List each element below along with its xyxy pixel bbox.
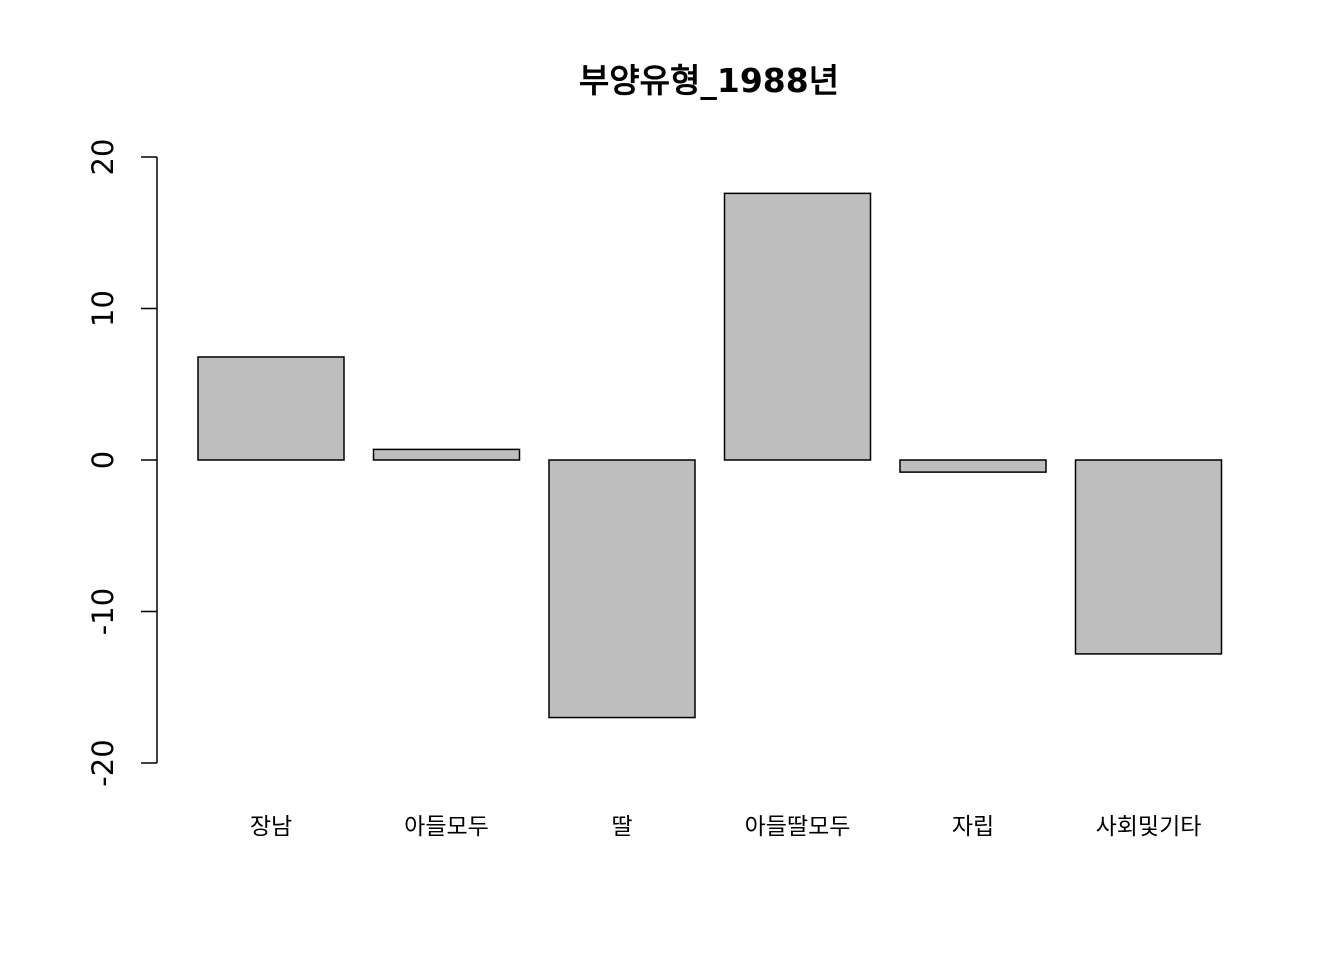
- bar-2: [548, 459, 696, 719]
- bar-5: [1074, 459, 1223, 655]
- bar-1: [372, 448, 521, 461]
- x-tick-label: 사회및기타: [1096, 814, 1202, 840]
- y-tick-label: 20: [86, 139, 120, 176]
- chart-title: 부양유형_1988년: [579, 61, 839, 100]
- y-tick-label: 0: [86, 451, 120, 469]
- bar-0: [197, 356, 345, 461]
- x-tick-label: 딸: [611, 814, 632, 840]
- x-tick-label: 자립: [952, 814, 994, 840]
- y-tick-label: 10: [86, 290, 120, 327]
- y-axis: -20 -10 0 10 20: [86, 139, 158, 787]
- x-tick-label: 장남: [250, 814, 292, 840]
- x-tick-label: 아들모두: [404, 814, 489, 840]
- bars-group: [197, 192, 1223, 719]
- x-tick-label: 아들딸모두: [745, 814, 851, 840]
- bar-3: [723, 192, 872, 461]
- bar-4: [899, 459, 1047, 473]
- y-tick-label: -20: [86, 739, 120, 786]
- y-tick-label: -10: [86, 588, 120, 635]
- x-tick-labels: 장남 아들모두 딸 아들딸모두 자립 사회및기타: [250, 814, 1202, 840]
